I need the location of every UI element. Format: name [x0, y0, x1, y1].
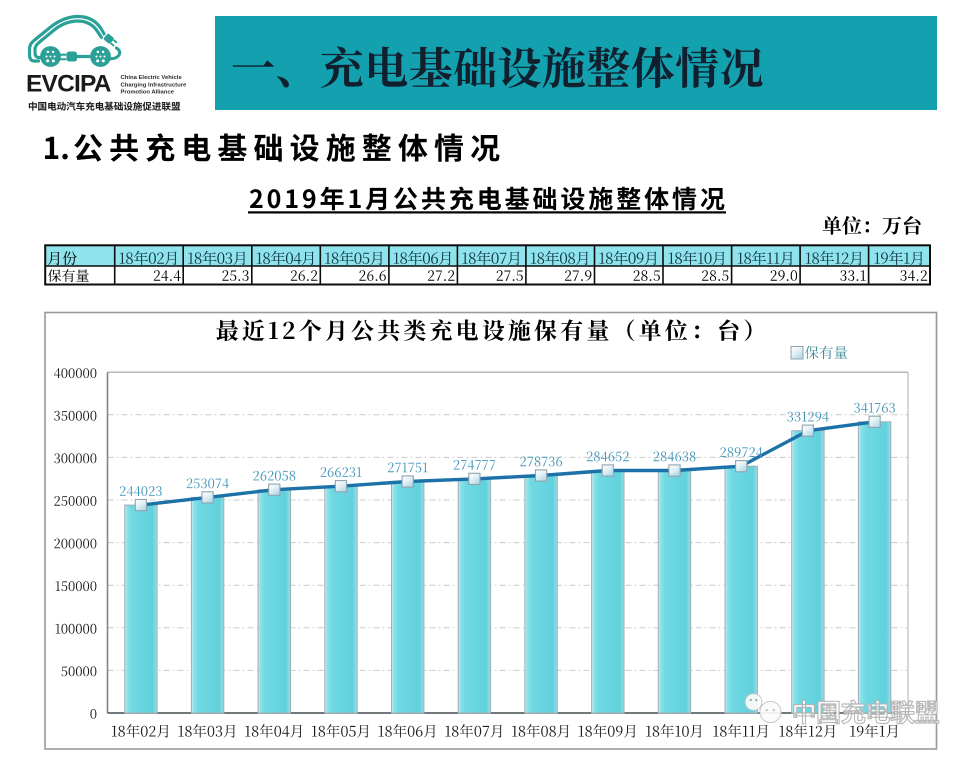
svg-text:China Electric Vehicle: China Electric Vehicle	[121, 75, 183, 81]
svg-text:Promotion Alliance: Promotion Alliance	[121, 89, 175, 95]
svg-text:Charging Infrastructure: Charging Infrastructure	[121, 82, 188, 88]
svg-text:EVCIPA: EVCIPA	[26, 71, 112, 98]
